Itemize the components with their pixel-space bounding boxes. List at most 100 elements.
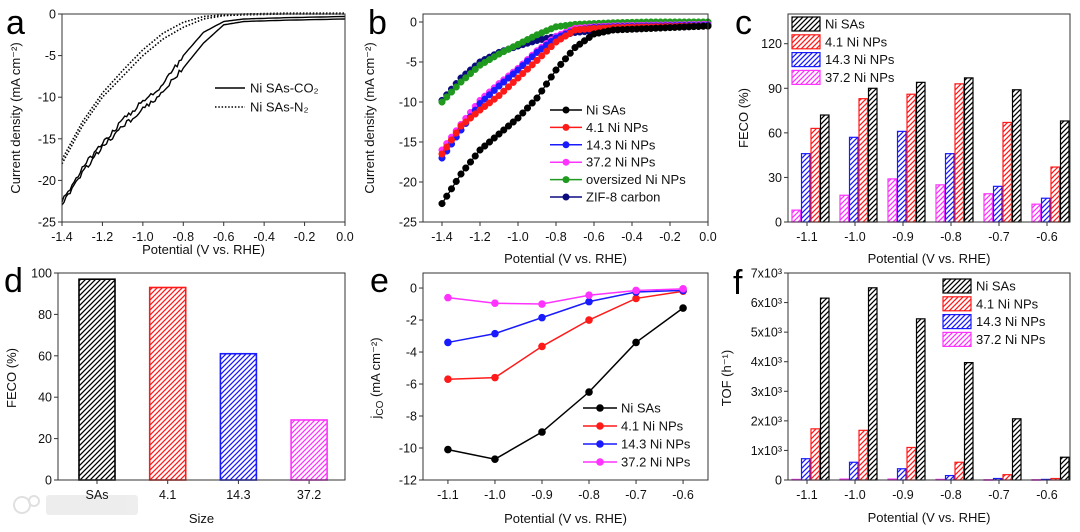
x-tick-label: -0.6 bbox=[583, 230, 605, 244]
y-tick-label: 0 bbox=[45, 474, 52, 488]
x-tick-label: -0.6 bbox=[1036, 230, 1058, 244]
data-point bbox=[543, 81, 550, 88]
legend-label: 4.1 Ni NPs bbox=[825, 34, 888, 49]
data-point bbox=[562, 56, 569, 63]
bar bbox=[984, 194, 993, 222]
bar bbox=[869, 88, 878, 222]
legend-marker bbox=[563, 141, 570, 148]
y-tick-label: -8 bbox=[406, 410, 417, 424]
panel-c: c0306090120-1.1 -1.0 -0.9 -0.8 -0.7 -0.6Poten… bbox=[735, 4, 1070, 266]
y-tick-label: -5 bbox=[45, 49, 56, 63]
panel-label: a bbox=[6, 4, 25, 42]
panel-d: d 0 20 40 60 80 100 SAs 4.1 14.3 37.2 Size FECO (%) bbox=[4, 262, 345, 526]
y-tick-label: 3x10³ bbox=[751, 385, 782, 399]
y-tick-label: -20 bbox=[399, 176, 417, 190]
y-tick-label: -12 bbox=[399, 474, 417, 488]
bar bbox=[994, 186, 1003, 222]
bar bbox=[965, 363, 974, 480]
legend-label: 14.3 Ni NPs bbox=[825, 52, 895, 67]
x-tick-label: -0.7 bbox=[988, 230, 1010, 244]
y-tick-label: 0 bbox=[49, 8, 56, 22]
data-point bbox=[491, 455, 499, 463]
legend-label: Ni SAs-CO₂ bbox=[250, 81, 319, 96]
data-point bbox=[462, 165, 469, 172]
x-tick-label: -1.0 bbox=[484, 488, 506, 502]
panel-label: b bbox=[368, 4, 387, 42]
bar bbox=[869, 288, 878, 480]
y-tick-label: -5 bbox=[406, 56, 417, 70]
plot-area bbox=[792, 78, 1069, 222]
x-tick-label: -0.2 bbox=[294, 230, 316, 244]
y-tick-label: 0 bbox=[410, 16, 417, 30]
bar bbox=[821, 298, 830, 480]
x-axis-title: Potential (V vs. RHE) bbox=[504, 511, 627, 526]
data-point bbox=[439, 99, 446, 106]
data-point bbox=[439, 151, 446, 158]
legend: Ni SAs 4.1 Ni NPs 14.3 Ni NPs 37.2 Ni NPs bbox=[792, 17, 895, 85]
panel-b: b 0-5-10-15-20-25-1.4 -1.2 -1.0 -0.8 -0.6 -0.4… bbox=[362, 4, 717, 266]
bar bbox=[220, 354, 256, 480]
x-tick-label: -0.8 bbox=[578, 488, 600, 502]
y-tick-label: 0 bbox=[775, 474, 782, 488]
bar bbox=[907, 447, 916, 480]
bar bbox=[1032, 204, 1041, 222]
data-point bbox=[529, 100, 536, 107]
data-point bbox=[548, 74, 555, 81]
bar bbox=[850, 462, 859, 480]
x-tick-label: -1.4 bbox=[431, 230, 453, 244]
legend-marker bbox=[596, 458, 604, 466]
x-axis-title: Potential (V vs. RHE) bbox=[504, 251, 627, 266]
legend-label: 4.1 Ni NPs bbox=[976, 296, 1039, 311]
data-point bbox=[448, 89, 455, 96]
bar bbox=[850, 137, 859, 222]
data-point bbox=[557, 61, 564, 68]
data-point bbox=[538, 314, 546, 322]
x-tick-label: -0.7 bbox=[625, 488, 647, 502]
data-point bbox=[585, 291, 593, 299]
bar bbox=[291, 420, 327, 480]
data-point bbox=[585, 316, 593, 324]
data-point bbox=[567, 50, 574, 57]
x-tick-label: -0.4 bbox=[621, 230, 643, 244]
bar bbox=[821, 115, 830, 222]
legend-label: 37.2 Ni NPs bbox=[621, 455, 691, 470]
x-axis-title: Potential (V vs. RHE) bbox=[868, 251, 991, 266]
legend-marker bbox=[563, 159, 570, 166]
x-tick-label: 37.2 bbox=[297, 488, 321, 502]
bar bbox=[1003, 122, 1012, 222]
data-point bbox=[524, 105, 531, 112]
data-point bbox=[443, 193, 450, 200]
data-point bbox=[679, 285, 687, 293]
x-tick-label: -1.0 bbox=[844, 230, 866, 244]
legend-label: ZIF-8 carbon bbox=[586, 190, 660, 205]
plot-area bbox=[79, 279, 327, 480]
data-point bbox=[453, 130, 460, 137]
bar bbox=[1013, 90, 1022, 222]
panel-e: e 0 -2 -4 -6 -8 -10 -12 -1.1 -1.0 -0.9 -0.8 -0.7 -0.6… bbox=[368, 262, 708, 526]
y-tick-label: -6 bbox=[406, 378, 417, 392]
legend-marker bbox=[563, 194, 570, 201]
y-tick-label: 0 bbox=[775, 216, 782, 230]
x-tick-label: -1.2 bbox=[92, 230, 114, 244]
bar bbox=[946, 154, 955, 222]
legend-marker bbox=[563, 176, 570, 183]
data-point bbox=[491, 299, 499, 307]
y-tick-label: 40 bbox=[38, 391, 52, 405]
x-tick-label: 4.1 bbox=[159, 488, 176, 502]
bar bbox=[859, 99, 868, 222]
x-tick-label: -0.8 bbox=[545, 230, 567, 244]
y-axis-title: Current density (mA cm⁻²) bbox=[362, 42, 377, 193]
x-tick-label: -1.4 bbox=[51, 230, 73, 244]
bar bbox=[965, 78, 974, 222]
bar bbox=[955, 84, 964, 222]
y-tick-label: 120 bbox=[761, 37, 782, 51]
x-tick-label: -0.8 bbox=[940, 488, 962, 502]
bar bbox=[888, 179, 897, 222]
legend-swatch bbox=[792, 53, 820, 67]
bar bbox=[859, 430, 868, 480]
data-point bbox=[444, 446, 452, 454]
watermark-logo bbox=[14, 495, 138, 515]
bar bbox=[811, 429, 820, 480]
axes-frame bbox=[62, 14, 345, 222]
x-tick-label: -0.8 bbox=[940, 230, 962, 244]
